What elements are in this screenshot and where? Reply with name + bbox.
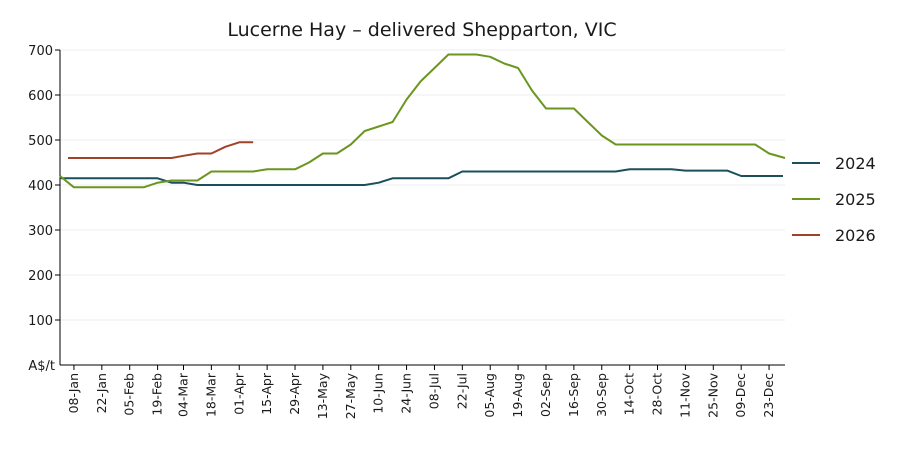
y-tick-label-200: 200 xyxy=(28,269,53,284)
x-tick-label-25-Nov: 25-Nov xyxy=(705,372,720,417)
y-tick-label-700: 700 xyxy=(28,44,53,59)
x-tick-label-10-Jun: 10-Jun xyxy=(371,373,386,414)
series-line-2024 xyxy=(60,168,783,186)
y-axis-label: A$/t xyxy=(28,359,55,374)
y-tick-label-100: 100 xyxy=(28,314,53,329)
x-tick-label-09-Dec: 09-Dec xyxy=(733,373,748,418)
x-tick-label-14-Oct: 14-Oct xyxy=(622,373,637,415)
x-tick-label-28-Oct: 28-Oct xyxy=(650,373,665,415)
x-ticks: 08-Jan 22-Jan 05-Feb 19-Feb 04-Mar 18-Mar 01-A… xyxy=(66,365,776,419)
x-tick-label-05-Feb: 05-Feb xyxy=(122,373,137,416)
x-tick-label-23-Dec: 23-Dec xyxy=(761,373,776,418)
x-tick-label-19-Feb: 19-Feb xyxy=(150,373,165,416)
x-tick-label-01-Apr: 01-Apr xyxy=(231,372,246,415)
x-tick-label-11-Nov: 11-Nov xyxy=(677,372,692,417)
axes xyxy=(59,50,785,366)
series xyxy=(59,53,786,189)
x-tick-label-13-May: 13-May xyxy=(315,372,330,419)
x-tick-label-27-May: 27-May xyxy=(343,372,358,419)
x-tick-label-22-Jul: 22-Jul xyxy=(454,373,469,409)
y-tick-label-600: 600 xyxy=(28,89,53,104)
x-tick-label-02-Sep: 02-Sep xyxy=(538,373,553,417)
legend: 2024 2025 2026 xyxy=(792,154,876,245)
x-tick-label-08-Jan: 08-Jan xyxy=(66,373,81,413)
y-ticks: 100 200 300 400 500 600 700 xyxy=(28,44,60,329)
x-tick-label-04-Mar: 04-Mar xyxy=(175,372,190,417)
x-tick-label-19-Aug: 19-Aug xyxy=(510,373,525,418)
x-tick-label-22-Jan: 22-Jan xyxy=(94,373,109,413)
x-tick-label-08-Jul: 08-Jul xyxy=(426,373,441,409)
x-tick-label-15-Apr: 15-Apr xyxy=(259,372,274,415)
x-tick-label-05-Aug: 05-Aug xyxy=(482,373,497,418)
y-tick-label-300: 300 xyxy=(28,224,53,239)
x-tick-label-24-Jun: 24-Jun xyxy=(399,373,414,414)
x-tick-label-30-Sep: 30-Sep xyxy=(594,373,609,417)
x-tick-label-18-Mar: 18-Mar xyxy=(203,372,218,417)
y-tick-label-500: 500 xyxy=(28,134,53,149)
x-tick-label-16-Sep: 16-Sep xyxy=(566,373,581,417)
legend-label-2026: 2026 xyxy=(835,226,876,245)
y-tick-label-400: 400 xyxy=(28,179,53,194)
legend-label-2025: 2025 xyxy=(835,190,876,209)
legend-label-2024: 2024 xyxy=(835,154,876,173)
x-tick-label-29-Apr: 29-Apr xyxy=(287,372,302,415)
grid xyxy=(60,49,785,321)
series-line-2026 xyxy=(68,141,254,159)
series-line-2025 xyxy=(59,53,786,189)
chart-title: Lucerne Hay – delivered Shepparton, VIC xyxy=(227,19,616,41)
